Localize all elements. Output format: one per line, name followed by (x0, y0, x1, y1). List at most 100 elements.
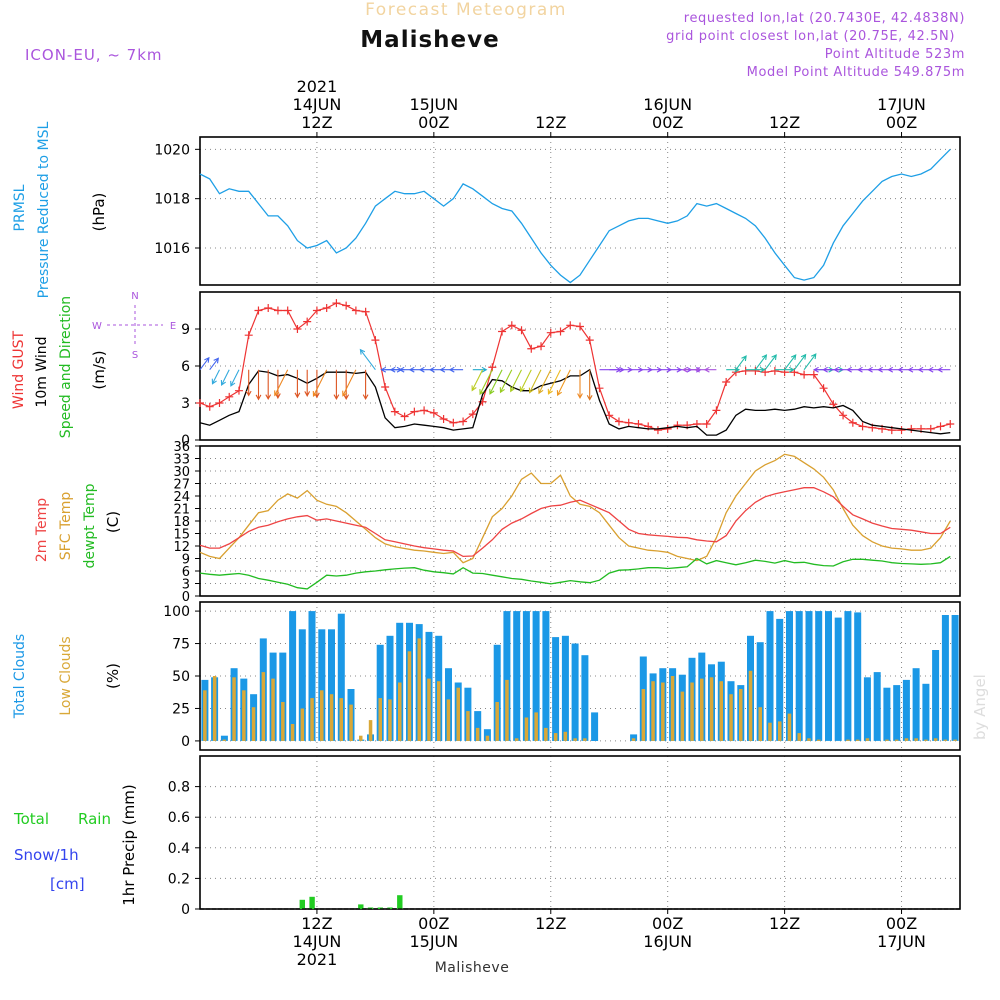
precip-rain-bar (377, 907, 383, 909)
precip-rain-bar (309, 896, 315, 909)
low-cloud-bar (427, 678, 431, 741)
top-time-label: 00Z (652, 113, 683, 132)
total-cloud-bar (805, 611, 813, 741)
low-cloud-bar (661, 682, 665, 741)
precip-label-snow: Snow/1h (14, 846, 79, 864)
wind-gust-marker (809, 370, 818, 379)
low-cloud-bar (758, 707, 762, 741)
low-cloud-bar (524, 717, 529, 741)
wind-gust-marker (283, 306, 292, 315)
bottom-time-label: 12Z (535, 914, 566, 933)
wind-direction-arrow (774, 366, 795, 373)
bottom-time-label: 12Z (301, 914, 332, 933)
total-cloud-bar (337, 613, 345, 741)
title-top: Forecast Meteogram (365, 0, 567, 20)
temp-ytick-label: 27 (173, 478, 190, 493)
wind-direction-arrow (245, 369, 252, 397)
low-cloud-bar (368, 720, 373, 741)
wind-gust-marker (429, 408, 438, 417)
low-cloud-bar (943, 739, 948, 741)
low-cloud-bar (446, 699, 451, 741)
wind-direction-arrow (312, 369, 328, 398)
top-time-label: 12Z (535, 113, 566, 132)
wind-panel: 0 3 6 9 (181, 291, 961, 449)
top-time-label: 12Z (769, 113, 800, 132)
wind-gust-marker (351, 306, 360, 315)
bottom-time-label: 00Z (652, 914, 683, 933)
temp-frame (199, 445, 961, 597)
low-cloud-bar (768, 722, 772, 741)
wind-direction-arrow (342, 369, 357, 397)
low-cloud-bar (339, 698, 343, 741)
precip-rain-bar (299, 899, 305, 909)
wind-gust-marker (585, 336, 594, 345)
grid-point-coords: grid point closest lon,lat (20.75E, 42.5… (666, 29, 955, 44)
temp-2m-line (199, 487, 951, 558)
low-cloud-bar (212, 676, 217, 741)
total-cloud-bar (941, 615, 949, 741)
total-cloud-bar (766, 611, 774, 741)
clouds-label-unit: (%) (104, 663, 122, 689)
bottom-time-label: 15JUN (409, 932, 458, 951)
clouds-ytick-label: 100 (163, 604, 190, 620)
wind-direction-arrow (333, 369, 340, 401)
low-cloud-bar (563, 731, 568, 741)
precip-ytick-label: 0.8 (168, 780, 190, 796)
wind-ytick-label: 9 (181, 322, 190, 338)
wind-gust-marker (449, 418, 458, 427)
wind-direction-arrow (538, 369, 552, 395)
total-cloud-bar (542, 611, 550, 741)
wind-gust-marker (225, 392, 234, 401)
total-cloud-bar (474, 711, 482, 741)
wind-frame (199, 291, 961, 441)
low-cloud-bar (329, 694, 334, 741)
low-cloud-bar (300, 708, 305, 741)
wind-gust-marker (663, 424, 672, 433)
clouds-label-total: Total Clouds (12, 634, 28, 719)
pressure-label-msl: Pressure Reduced to MSL (36, 121, 52, 298)
precip-label-rain: Rain (78, 810, 111, 828)
wind-gust-marker (527, 344, 536, 353)
total-cloud-bar (883, 687, 891, 741)
wind-gust-marker (312, 306, 321, 315)
wind-direction-arrow (255, 369, 262, 401)
clouds-label-low: Low Clouds (58, 636, 74, 715)
wind-gust-marker (400, 412, 409, 421)
low-cloud-bar (719, 681, 723, 741)
wind-gust-marker (936, 422, 945, 431)
location-title: Malisheve (360, 27, 499, 53)
wind-gust-marker (205, 402, 214, 411)
low-cloud-bar (778, 721, 782, 741)
temp-label-2m: 2m Temp (34, 498, 50, 562)
low-cloud-bar (349, 704, 353, 741)
wind-gust-marker (624, 418, 633, 427)
point-altitude: Point Altitude 523m (825, 47, 965, 62)
wind-direction-arrow (471, 369, 484, 392)
total-cloud-bar (220, 735, 228, 741)
wind-gust-marker (215, 399, 224, 407)
wind-gust-marker (322, 304, 331, 313)
wind-speed-line (199, 368, 951, 436)
precip-panel: 0 0.2 0.4 0.6 0.8 (168, 755, 961, 918)
bottom-time-label: 16JUN (643, 932, 692, 951)
top-time-label: 2021 (297, 77, 338, 96)
wind-direction-arrow (304, 369, 311, 397)
low-cloud-bar (651, 681, 655, 741)
pressure-frame (199, 136, 961, 286)
temp-ytick-label: 36 (173, 440, 190, 455)
temp-ytick-label: 6 (182, 565, 190, 580)
low-cloud-bar (894, 739, 899, 741)
low-cloud-bar (320, 690, 324, 741)
wind-label-gust: Wind GUST (11, 330, 27, 409)
total-cloud-bar (386, 635, 394, 741)
total-cloud-bar (581, 655, 589, 741)
wind-direction-arrow (519, 369, 532, 393)
temp-sfc-line (199, 453, 951, 564)
pressure-ytick-label: 1020 (154, 142, 190, 158)
wind-direction-arrow (220, 369, 230, 387)
precip-ytick-label: 0.2 (168, 871, 190, 887)
wind-direction-arrow (556, 369, 571, 397)
wind-gust-marker (770, 366, 779, 375)
wind-direction-arrow (586, 369, 593, 401)
temp-ytick-label: 18 (173, 515, 190, 530)
